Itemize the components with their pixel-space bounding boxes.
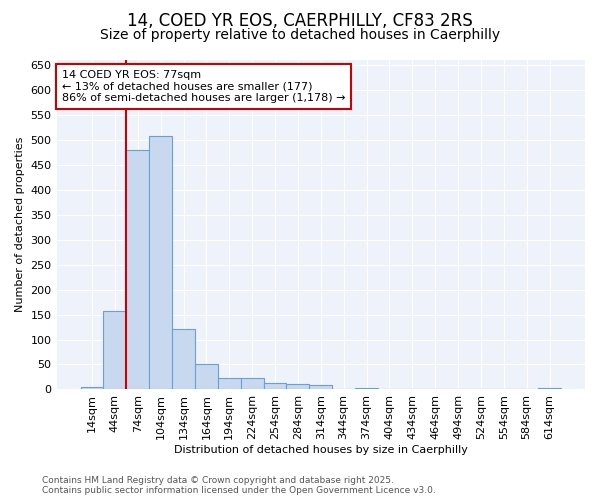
Bar (286, 384, 310, 390)
Text: Contains HM Land Registry data © Crown copyright and database right 2025.
Contai: Contains HM Land Registry data © Crown c… (42, 476, 436, 495)
Bar (149, 136, 172, 390)
Bar (127, 150, 149, 390)
Text: Size of property relative to detached houses in Caerphilly: Size of property relative to detached ho… (100, 28, 500, 42)
Bar (310, 386, 332, 390)
Bar (241, 378, 263, 390)
Text: 14, COED YR EOS, CAERPHILLY, CF83 2RS: 14, COED YR EOS, CAERPHILLY, CF83 2RS (127, 12, 473, 30)
Bar (103, 310, 127, 390)
Bar (263, 384, 286, 390)
Bar (195, 364, 218, 390)
Text: 14 COED YR EOS: 77sqm
← 13% of detached houses are smaller (177)
86% of semi-det: 14 COED YR EOS: 77sqm ← 13% of detached … (62, 70, 346, 103)
Bar (172, 328, 195, 390)
Bar (218, 378, 241, 390)
Bar (355, 388, 378, 390)
X-axis label: Distribution of detached houses by size in Caerphilly: Distribution of detached houses by size … (174, 445, 468, 455)
Bar (538, 388, 561, 390)
Bar (80, 387, 103, 390)
Y-axis label: Number of detached properties: Number of detached properties (15, 137, 25, 312)
